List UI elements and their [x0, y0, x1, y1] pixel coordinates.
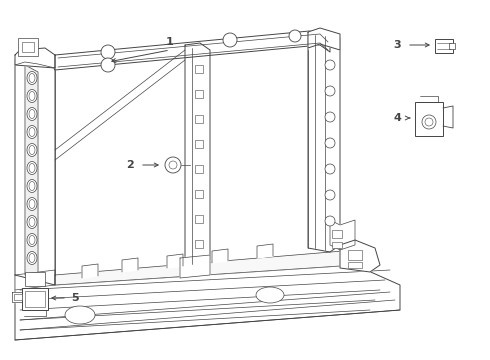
- Circle shape: [325, 216, 335, 226]
- Polygon shape: [25, 65, 38, 280]
- Bar: [415, 102, 443, 136]
- Ellipse shape: [29, 127, 35, 136]
- Circle shape: [425, 118, 433, 126]
- Ellipse shape: [27, 216, 37, 229]
- Bar: [332, 242, 342, 248]
- Polygon shape: [257, 244, 273, 258]
- Polygon shape: [330, 220, 355, 250]
- Polygon shape: [82, 264, 98, 278]
- Ellipse shape: [29, 199, 35, 208]
- Circle shape: [325, 86, 335, 96]
- Polygon shape: [308, 28, 340, 50]
- Polygon shape: [55, 30, 330, 70]
- Bar: [348, 262, 362, 268]
- Ellipse shape: [27, 198, 37, 211]
- Bar: [25, 291, 45, 307]
- Text: 2: 2: [126, 160, 134, 170]
- Polygon shape: [15, 48, 55, 68]
- Bar: [449, 43, 455, 49]
- Polygon shape: [185, 43, 210, 268]
- Polygon shape: [122, 258, 138, 272]
- Ellipse shape: [29, 217, 35, 226]
- Ellipse shape: [29, 181, 35, 190]
- Bar: [435, 39, 453, 53]
- Bar: [195, 90, 203, 98]
- Bar: [195, 240, 203, 248]
- Polygon shape: [308, 32, 340, 252]
- Bar: [14, 294, 22, 300]
- Circle shape: [101, 58, 115, 72]
- Text: 4: 4: [393, 113, 401, 123]
- Text: 3: 3: [393, 40, 401, 50]
- Bar: [195, 115, 203, 123]
- Bar: [195, 165, 203, 173]
- Circle shape: [325, 164, 335, 174]
- Bar: [18, 38, 38, 56]
- Circle shape: [169, 161, 177, 169]
- Polygon shape: [443, 106, 453, 128]
- Circle shape: [325, 60, 335, 70]
- Ellipse shape: [29, 253, 35, 262]
- Polygon shape: [12, 292, 22, 302]
- Polygon shape: [167, 254, 183, 268]
- Ellipse shape: [27, 162, 37, 175]
- Ellipse shape: [27, 90, 37, 103]
- Circle shape: [422, 115, 436, 129]
- Ellipse shape: [27, 72, 37, 85]
- Circle shape: [223, 33, 237, 47]
- Bar: [332, 230, 342, 238]
- Polygon shape: [15, 270, 55, 290]
- Circle shape: [325, 190, 335, 200]
- Bar: [22, 42, 34, 52]
- Ellipse shape: [27, 144, 37, 157]
- Ellipse shape: [29, 145, 35, 154]
- Polygon shape: [340, 240, 380, 272]
- Bar: [22, 288, 48, 310]
- Polygon shape: [212, 249, 228, 263]
- Circle shape: [101, 45, 115, 59]
- Polygon shape: [15, 55, 55, 285]
- Polygon shape: [180, 255, 210, 278]
- Ellipse shape: [29, 73, 35, 82]
- Polygon shape: [55, 250, 355, 285]
- Text: 1: 1: [166, 37, 174, 47]
- Bar: [195, 190, 203, 198]
- Ellipse shape: [27, 180, 37, 193]
- Ellipse shape: [27, 234, 37, 247]
- Polygon shape: [15, 265, 400, 340]
- Ellipse shape: [29, 109, 35, 118]
- Bar: [25, 272, 45, 286]
- Circle shape: [325, 112, 335, 122]
- Bar: [195, 215, 203, 223]
- Ellipse shape: [29, 235, 35, 244]
- Ellipse shape: [29, 91, 35, 100]
- Circle shape: [165, 157, 181, 173]
- Ellipse shape: [65, 306, 95, 324]
- Ellipse shape: [27, 252, 37, 265]
- Ellipse shape: [27, 108, 37, 121]
- Ellipse shape: [27, 126, 37, 139]
- Circle shape: [289, 30, 301, 42]
- Text: 5: 5: [71, 293, 79, 303]
- Bar: [195, 65, 203, 73]
- Ellipse shape: [256, 287, 284, 303]
- Bar: [348, 250, 362, 260]
- Ellipse shape: [29, 163, 35, 172]
- Bar: [195, 140, 203, 148]
- Circle shape: [325, 138, 335, 148]
